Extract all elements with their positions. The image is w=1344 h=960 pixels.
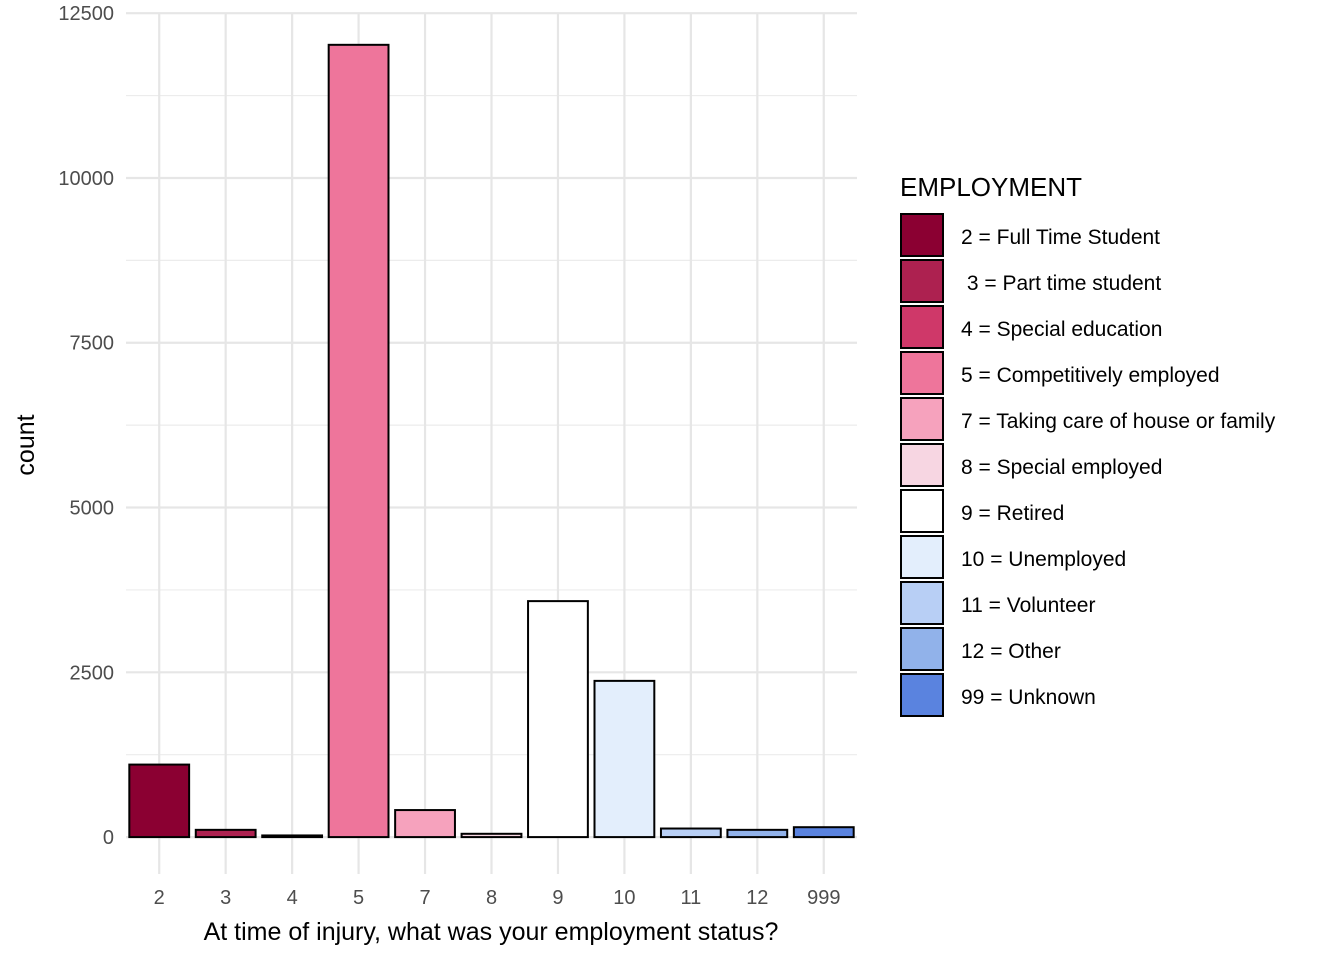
y-tick-label: 12500 bbox=[58, 3, 114, 25]
bar-9 bbox=[527, 600, 589, 839]
bar-8 bbox=[460, 832, 523, 839]
legend-label: 8 = Special employed bbox=[961, 456, 1162, 479]
legend-label: 12 = Other bbox=[961, 640, 1061, 663]
x-axis-ticks: 2 3 4 5 7 8 9 10 11 12 999 bbox=[154, 887, 841, 909]
legend-label: 9 = Retired bbox=[961, 502, 1064, 525]
x-axis-title: At time of injury, what was your employm… bbox=[204, 918, 779, 946]
legend-entry: 3 = Part time student bbox=[900, 259, 1161, 303]
bar-3 bbox=[194, 828, 257, 839]
legend-key bbox=[900, 581, 944, 625]
legend-entry: 10 = Unemployed bbox=[900, 535, 1126, 579]
x-tick-label: 2 bbox=[154, 887, 165, 909]
legend-key bbox=[900, 673, 944, 717]
legend-label: 7 = Taking care of house or family bbox=[961, 410, 1276, 433]
legend: EMPLOYMENT 2 = Full Time Student 3 = Par… bbox=[900, 172, 1276, 717]
legend-entry: 12 = Other bbox=[900, 627, 1061, 671]
legend-key bbox=[900, 351, 944, 395]
legend-label: 4 = Special education bbox=[961, 318, 1162, 341]
x-tick-label: 8 bbox=[486, 887, 497, 909]
bar-2 bbox=[128, 763, 191, 839]
y-tick-label: 2500 bbox=[70, 662, 115, 684]
legend-entry: 4 = Special education bbox=[900, 305, 1162, 349]
legend-entry: 2 = Full Time Student bbox=[900, 213, 1160, 257]
x-tick-label: 7 bbox=[419, 887, 430, 909]
legend-label: 2 = Full Time Student bbox=[961, 226, 1160, 249]
legend-key bbox=[900, 535, 944, 579]
grid-lines bbox=[126, 12, 857, 874]
legend-key bbox=[900, 305, 944, 349]
legend-key bbox=[900, 489, 944, 533]
bar-10 bbox=[593, 679, 656, 839]
bar-12 bbox=[726, 828, 789, 839]
legend-items: 2 = Full Time Student 3 = Part time stud… bbox=[900, 213, 1276, 717]
legend-entry: 7 = Taking care of house or family bbox=[900, 397, 1276, 441]
legend-title: EMPLOYMENT bbox=[900, 172, 1082, 202]
legend-key bbox=[900, 259, 944, 303]
legend-label: 3 = Part time student bbox=[961, 272, 1161, 295]
y-tick-label: 10000 bbox=[58, 168, 114, 190]
bar-11 bbox=[659, 827, 722, 839]
x-tick-label: 11 bbox=[680, 887, 701, 909]
x-tick-label: 12 bbox=[746, 887, 768, 909]
x-tick-label: 9 bbox=[552, 887, 563, 909]
y-axis-title: count bbox=[12, 414, 40, 475]
legend-label: 99 = Unknown bbox=[961, 686, 1096, 709]
legend-entry: 9 = Retired bbox=[900, 489, 1064, 533]
legend-key bbox=[900, 213, 944, 257]
x-tick-label: 3 bbox=[220, 887, 231, 909]
bar-7 bbox=[394, 809, 456, 839]
y-tick-label: 5000 bbox=[70, 498, 115, 520]
bars bbox=[128, 43, 855, 839]
legend-entry: 99 = Unknown bbox=[900, 673, 1096, 717]
x-tick-label: 10 bbox=[613, 887, 635, 909]
legend-label: 10 = Unemployed bbox=[961, 548, 1126, 571]
legend-entry: 8 = Special employed bbox=[900, 443, 1162, 487]
legend-key bbox=[900, 397, 944, 441]
bar-999 bbox=[792, 826, 855, 839]
x-tick-label: 4 bbox=[287, 887, 298, 909]
bar-5 bbox=[327, 43, 390, 839]
legend-entry: 5 = Competitively employed bbox=[900, 351, 1220, 395]
x-tick-label: 5 bbox=[353, 887, 364, 909]
legend-key bbox=[900, 627, 944, 671]
y-axis-ticks: 0 2500 5000 7500 10000 12500 bbox=[58, 3, 114, 849]
legend-entry: 11 = Volunteer bbox=[900, 581, 1095, 625]
legend-label: 11 = Volunteer bbox=[961, 594, 1095, 617]
y-tick-label: 7500 bbox=[70, 333, 115, 355]
legend-label: 5 = Competitively employed bbox=[961, 364, 1220, 387]
bar-4 bbox=[261, 834, 324, 839]
x-tick-label: 999 bbox=[807, 887, 840, 909]
y-tick-label: 0 bbox=[103, 827, 114, 849]
legend-key bbox=[900, 443, 944, 487]
